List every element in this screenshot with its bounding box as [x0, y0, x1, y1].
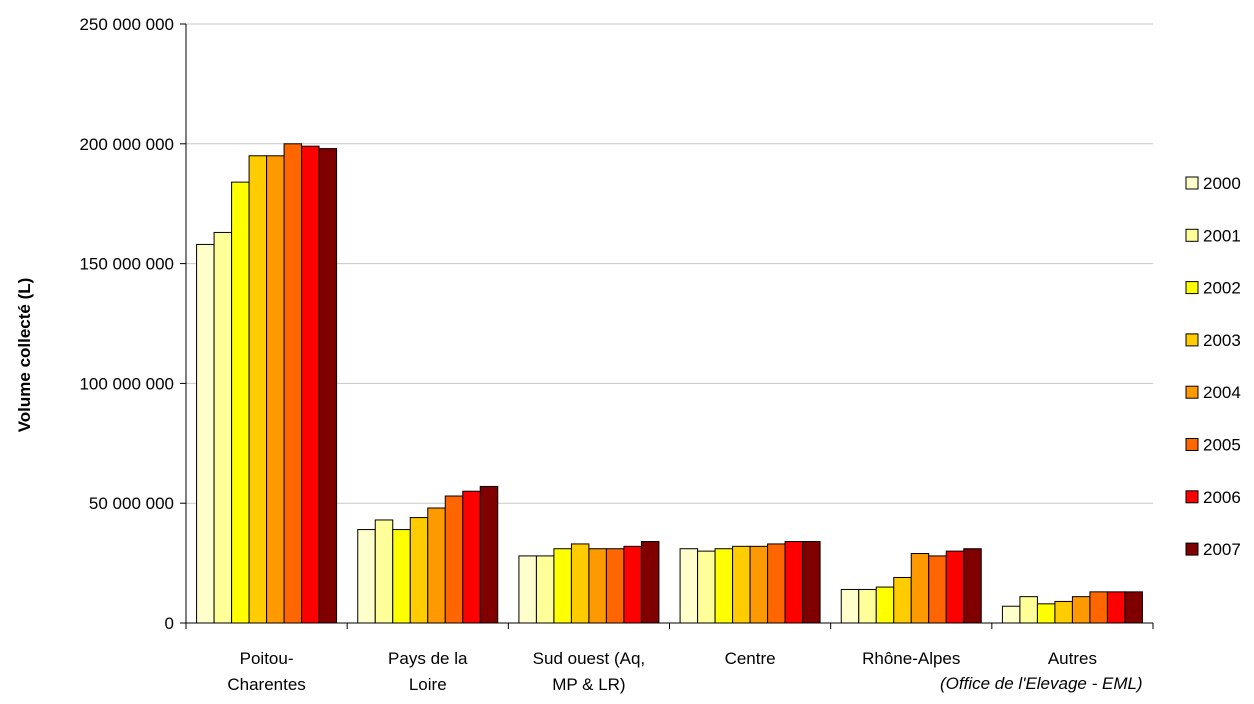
bar-2000	[518, 555, 537, 624]
x-tick-label: Sud ouest (Aq, MP & LR)	[533, 649, 645, 694]
bar-2002	[875, 586, 895, 624]
gridlines	[186, 23, 1153, 504]
axes	[180, 23, 1154, 629]
bar-2001	[535, 555, 555, 624]
bar-2003	[409, 517, 429, 624]
bar-2007	[479, 485, 499, 624]
x-tick-labels: Poitou-Charentes Pays de la Loire Sud ouest…	[227, 649, 1097, 694]
y-tick-label: 50 000 000	[89, 494, 174, 513]
bar-2001	[1019, 596, 1038, 624]
bar-2004	[266, 155, 285, 624]
bar-2000	[840, 588, 860, 624]
bar-2004	[427, 507, 446, 624]
bar-2004	[910, 553, 930, 624]
bar-2002	[231, 181, 250, 624]
bar-2006	[1106, 591, 1126, 624]
bar-2006	[784, 541, 804, 624]
legend-label: 2004	[1203, 383, 1241, 402]
legend-swatch-2007	[1185, 542, 1199, 556]
y-tick-label: 200 000 000	[79, 135, 174, 154]
source-note: (Office de l'Elevage - EML)	[940, 674, 1143, 693]
legend-label: 2007	[1203, 540, 1241, 559]
legend-swatch-2001	[1185, 228, 1199, 242]
legend-label: 2005	[1203, 436, 1241, 455]
bar-2007	[802, 541, 821, 624]
legend-label: 2001	[1203, 226, 1241, 245]
bar-2006	[623, 545, 642, 624]
bar-2001	[374, 519, 394, 624]
bar-2002	[714, 548, 734, 624]
bar-2003	[248, 155, 268, 624]
bar-2005	[1089, 591, 1108, 624]
y-tick-label: 150 000 000	[79, 255, 174, 274]
bar-2003	[1054, 600, 1073, 624]
legend-swatch-2000	[1185, 176, 1199, 190]
y-tick-label: 100 000 000	[79, 374, 174, 393]
bar-2006	[945, 550, 965, 624]
x-tick-label: Centre	[725, 649, 776, 668]
y-tick-label: 250 000 000	[79, 15, 174, 34]
bar-2001	[213, 231, 233, 624]
legend-label: 2006	[1203, 488, 1241, 507]
bar-2000	[679, 548, 699, 624]
bar-2006	[301, 145, 320, 624]
legend-swatch-2003	[1185, 333, 1199, 347]
bar-2000	[1001, 605, 1021, 624]
legend-swatch-2005	[1185, 438, 1199, 451]
bar-2000	[196, 243, 215, 624]
bar-2003	[732, 545, 751, 624]
legend-label: 2003	[1203, 331, 1241, 350]
bar-2006	[462, 490, 481, 624]
bar-2007	[318, 148, 338, 624]
legend-swatch-2006	[1185, 490, 1199, 504]
bar-2007	[1124, 591, 1143, 624]
bar-2005	[767, 543, 786, 624]
x-tick-label: Pays de la Loire	[388, 649, 468, 694]
bar-2003	[570, 543, 590, 624]
x-tick-label: Autres	[1048, 649, 1097, 668]
bar-2002	[392, 529, 411, 624]
bar-2007	[963, 548, 982, 624]
legend-swatch-2002	[1185, 281, 1199, 295]
bar-2000	[357, 529, 376, 624]
y-axis-title: Volume collecté (L)	[15, 278, 34, 433]
bar-2001	[697, 550, 716, 624]
bar-2004	[749, 545, 769, 624]
bar-2004	[588, 548, 607, 624]
bar-2001	[858, 588, 877, 624]
bar-2003	[893, 576, 912, 624]
x-tick-label: Rhône-Alpes	[862, 649, 960, 668]
x-tick-label: Poitou-Charentes	[227, 649, 305, 694]
legend: 2000 2001 2002 2003 2004 2005 2006 2007	[1185, 174, 1241, 559]
bar-2005	[605, 548, 625, 624]
bar-2004	[1071, 596, 1091, 624]
y-tick-label: 0	[165, 614, 174, 633]
bar-2007	[640, 541, 660, 624]
bar-2005	[928, 555, 947, 624]
legend-label: 2000	[1203, 174, 1241, 193]
bar-2005	[444, 495, 464, 624]
bar-2005	[283, 143, 303, 624]
y-tick-labels: 0 50 000 000 100 000 000 150 000 000 200 000…	[79, 15, 174, 633]
legend-swatch-2004	[1185, 385, 1199, 399]
bar-2002	[1036, 603, 1056, 624]
bar-2002	[553, 548, 572, 624]
legend-label: 2002	[1203, 279, 1241, 298]
